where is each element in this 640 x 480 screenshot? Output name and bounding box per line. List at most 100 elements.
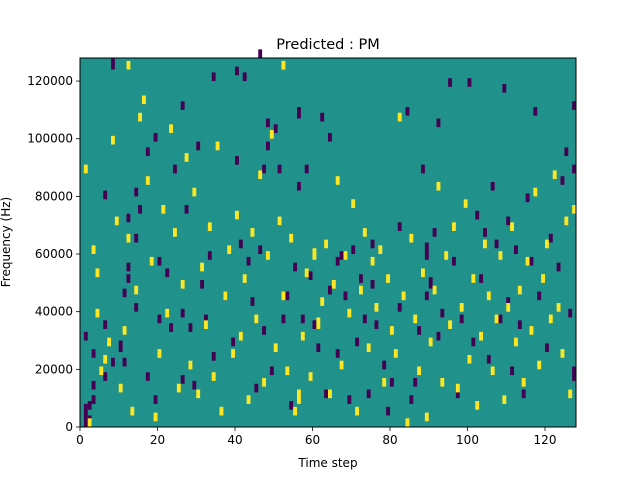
heatmap-cell-low (506, 216, 511, 226)
heatmap-cell-low (157, 256, 162, 266)
heatmap-cell-low (83, 331, 88, 341)
heatmap-cell-low (390, 377, 394, 387)
heatmap-cell-low (428, 277, 433, 289)
heatmap-cell-low (165, 268, 170, 278)
heatmap-cell-low (87, 401, 92, 410)
heatmap-cell-high (219, 406, 224, 416)
y-axis-label: Frequency (Hz) (0, 197, 13, 288)
heatmap-cell-high (421, 268, 425, 278)
heatmap-cell-low (483, 228, 487, 237)
heatmap-cell-low (242, 72, 247, 82)
heatmap-cell-low (266, 118, 270, 128)
heatmap-cell-low (157, 314, 162, 324)
heatmap-cell-low (300, 314, 305, 324)
heatmap-cell-high (537, 360, 542, 370)
heatmap-cell-low (560, 176, 565, 185)
heatmap-cell-high (459, 303, 464, 312)
heatmap-cell-low (572, 101, 577, 110)
heatmap-cell-low (521, 389, 526, 399)
heatmap-cell-low (452, 256, 456, 266)
heatmap-cell-low (339, 251, 344, 260)
heatmap-cell-low (83, 403, 88, 427)
heatmap-cell-high (87, 418, 92, 427)
heatmap-cell-high (498, 251, 503, 260)
heatmap-cell-low (517, 320, 522, 329)
heatmap-cell-high (204, 320, 208, 329)
heatmap-cell-high (483, 239, 487, 249)
heatmap-cell-high (374, 303, 379, 312)
heatmap-cell-low (424, 291, 429, 301)
heatmap-cell-low (370, 279, 375, 289)
heatmap-cell-low (285, 291, 290, 301)
heatmap-cell-low (343, 291, 348, 301)
heatmap-cell-low (328, 132, 332, 142)
heatmap-cell-low (548, 233, 553, 243)
heatmap-cell-high (510, 222, 515, 231)
heatmap-cell-high (145, 176, 150, 185)
axes-frame (79, 57, 577, 428)
heatmap-cell-low (122, 288, 127, 298)
heatmap-cell-high (297, 389, 301, 404)
heatmap-cell-high (126, 60, 131, 70)
heatmap-cell-low (564, 147, 569, 157)
heatmap-cell-low (103, 190, 108, 200)
heatmap-cell-high (432, 285, 437, 295)
heatmap-cell-high (413, 314, 418, 324)
heatmap-cell-low (269, 366, 274, 376)
heatmap-cell-low (103, 372, 108, 381)
heatmap-cell-high (424, 412, 429, 422)
heatmap-cell-low (153, 132, 158, 142)
heatmap-cell-low (498, 314, 503, 324)
heatmap-cell-low (475, 210, 480, 220)
heatmap-cell-low (320, 112, 325, 122)
heatmap-cell-high (514, 337, 518, 347)
heatmap-cell-high (126, 233, 131, 243)
heatmap-cell-low (467, 78, 472, 87)
heatmap-cell-low (324, 389, 329, 399)
heatmap-cell-low (335, 349, 340, 358)
heatmap-cell-high (180, 279, 185, 289)
heatmap-cell-high (235, 210, 239, 220)
heatmap-cell-high (308, 372, 313, 381)
heatmap-cell-low (262, 326, 267, 335)
heatmap-cell-high (351, 199, 356, 208)
heatmap-cell-high (316, 317, 321, 329)
heatmap-cell-low (145, 147, 150, 157)
heatmap-cell-high (444, 251, 449, 260)
heatmap-cells (83, 49, 577, 427)
y-tick-label: 100000 (27, 132, 73, 146)
heatmap-cell-high (521, 377, 526, 387)
heatmap-cell-high (486, 291, 491, 301)
heatmap-cell-high (545, 239, 549, 249)
heatmap-cell-low (180, 308, 185, 318)
heatmap-cell-low (440, 308, 445, 318)
heatmap-cell-high (192, 187, 197, 197)
heatmap-cell-high (552, 170, 557, 180)
heatmap-cell-high (362, 228, 367, 237)
heatmap-cell-low (134, 303, 139, 312)
heatmap-cell-high (366, 343, 371, 353)
heatmap-cell-high (118, 383, 123, 393)
heatmap-cell-low (409, 395, 414, 404)
heatmap-cell-high (173, 228, 177, 237)
heatmap-cell-low (304, 164, 309, 174)
heatmap-cell-high (242, 274, 247, 283)
heatmap-cell-high (564, 216, 569, 226)
heatmap-cell-low (200, 279, 205, 289)
heatmap-cell-high (277, 216, 282, 226)
heatmap-cell-high (95, 308, 100, 318)
heatmap-cell-low (235, 156, 239, 165)
heatmap-cell-high (215, 141, 220, 151)
x-tick-label: 60 (305, 433, 320, 447)
heatmap-cell-high (517, 285, 522, 295)
heatmap-cell-low (145, 372, 150, 381)
heatmap-cell-high (382, 377, 387, 387)
x-axis-ticks: 0 20 40 60 80 100 120 (76, 427, 556, 447)
heatmap-cell-high (506, 303, 511, 312)
heatmap-cell-high (440, 377, 445, 387)
heatmap-cell-low (180, 101, 185, 110)
heatmap-cell-high (281, 291, 286, 301)
heatmap-cell-high (568, 389, 573, 399)
heatmap-cell-low (103, 320, 108, 329)
